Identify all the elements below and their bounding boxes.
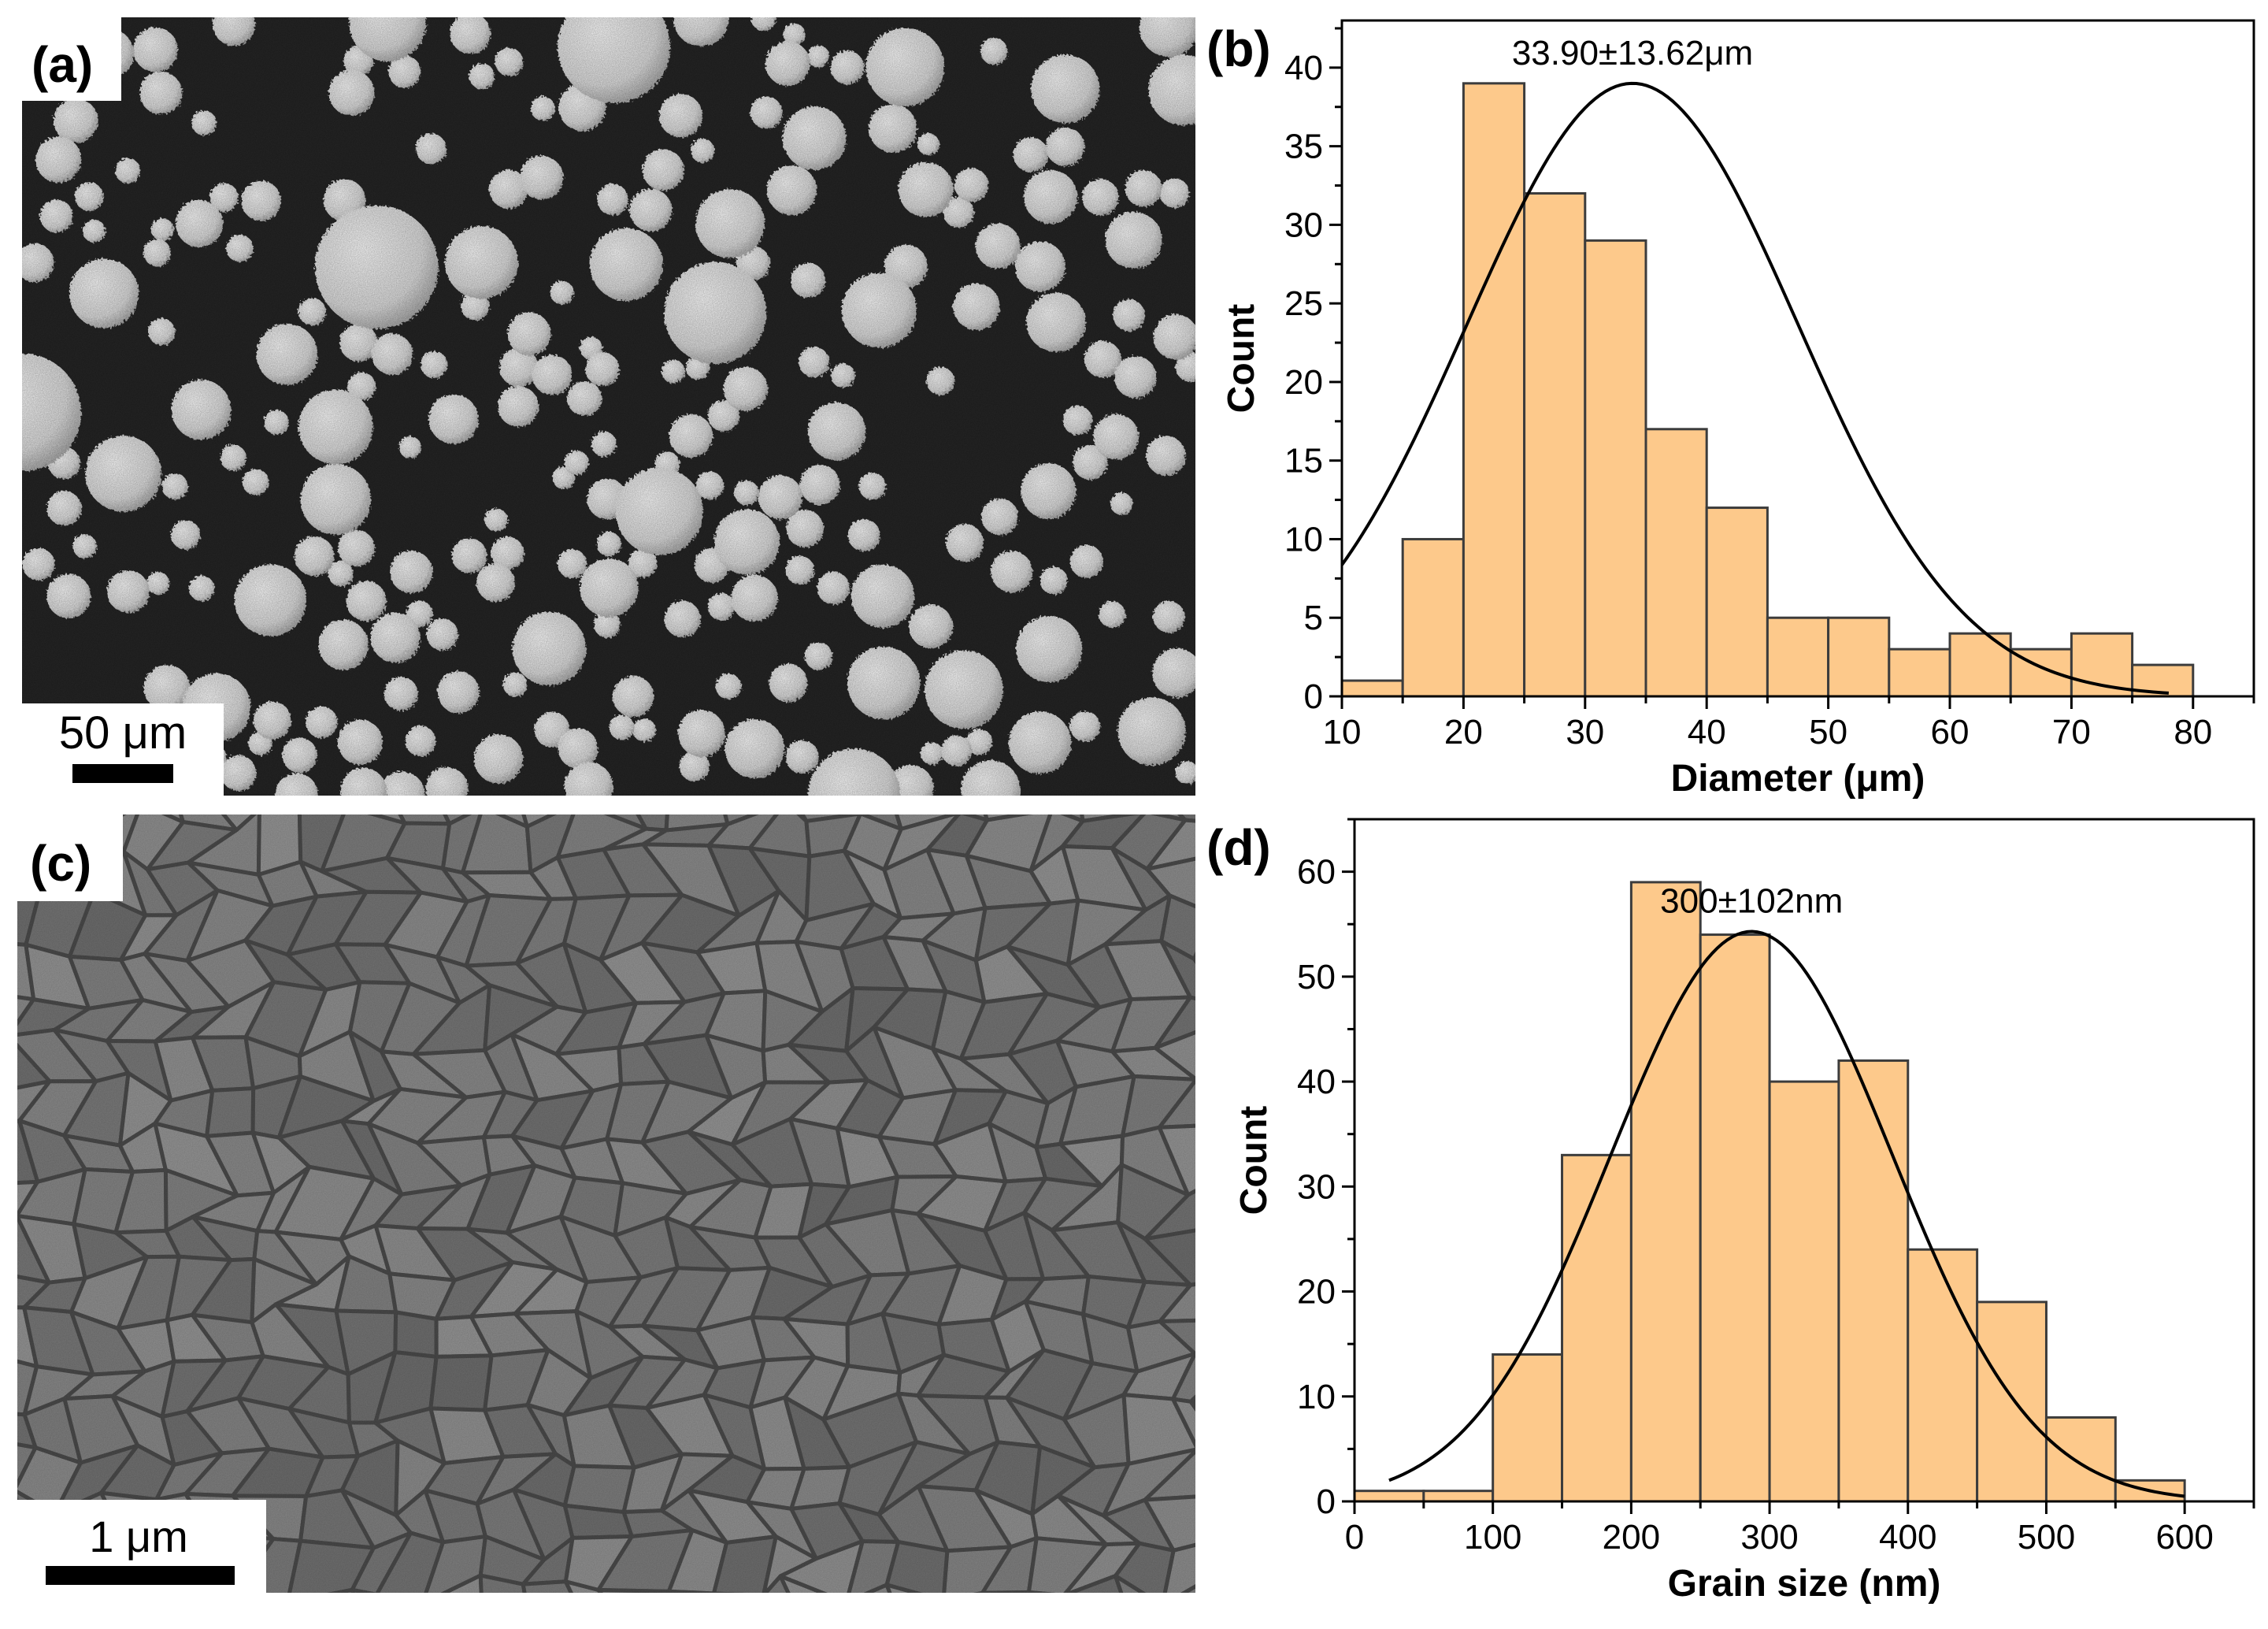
sem-image-c [17,814,1195,1593]
panel-b-label: (b) [1206,20,1271,77]
x-tick-label: 100 [1464,1518,1521,1557]
histogram-bar [1523,191,1587,698]
sem-image-a [22,17,1195,796]
x-tick-label: 400 [1879,1518,1936,1557]
x-tick-label: 80 [2174,713,2212,751]
y-tick-label: 15 [1284,442,1323,481]
histogram-bar [1340,679,1404,698]
histogram-bar [1492,1353,1564,1503]
histogram-bar [2070,632,2134,698]
x-tick-label: 10 [1323,713,1362,751]
histogram-bar [1705,507,1769,698]
y-tick-label: 35 [1284,128,1323,166]
gaussian-fit-curve [1340,81,2170,695]
panel-c-label: (c) [30,835,91,892]
grain [596,1588,673,1593]
x-axis-title: Diameter (μm) [1671,758,1925,800]
grain [712,1591,746,1593]
x-tick-label: 50 [1809,713,1847,751]
fit-annotation: 300±102nm [1660,882,1843,921]
panel-c-label-bg [17,814,123,901]
grain [350,1587,378,1593]
y-tick-label: 5 [1304,599,1323,637]
histogram-bar [1976,1301,2048,1503]
histogram-bar [1827,616,1891,698]
histogram-bar [1699,933,1771,1503]
histogram-bar [1422,1490,1495,1503]
fit-annotation: 33.90±13.62μm [1512,34,1753,72]
x-axis-title: Grain size (nm) [1668,1563,1941,1605]
histogram-bar [1837,1059,1910,1503]
y-tick-label: 30 [1297,1167,1336,1206]
panel-a-label-bg [22,17,121,101]
grain [980,1590,1032,1593]
y-tick-label: 25 [1284,284,1323,323]
histogram-bar [1401,537,1465,698]
chart-d: 0 100 200 300 400 500 600 0 10 20 30 40 50 60 Grain si… [1233,818,2255,1605]
x-tick-label: 30 [1566,713,1604,751]
x-tick-label: 500 [2018,1518,2075,1557]
histogram-bar [1462,82,1526,698]
grain [1026,1590,1056,1593]
scale-bar-a-label: 50 μm [59,707,187,759]
chart-b: 10 20 30 40 50 60 70 80 0 5 10 15 20 25 30 35 40 Diameter… [1221,19,2255,800]
y-tick-label: 10 [1297,1378,1336,1416]
y-tick-label: 0 [1304,677,1323,716]
grain [376,1592,378,1593]
histogram-bar [1907,1248,1979,1503]
sem-c-texture [17,814,1195,1593]
panel-a: (a) 50 μm [22,17,1195,796]
scale-bar-c [46,1566,235,1585]
scale-bar-c-label: 1 μm [89,1512,188,1561]
plot-frame [1353,818,2255,1503]
x-tick-label: 200 [1603,1518,1660,1557]
panel-c: (c) 1 μm [17,814,1195,1593]
sem-a-texture [22,17,1195,796]
x-tick-label: 60 [1931,713,1970,751]
panel-d-label: (d) [1206,819,1271,876]
x-tick-label: 40 [1688,713,1726,751]
plot-frame [1340,19,2255,698]
histogram-bar [1888,648,1951,698]
histogram-bar [1768,1080,1840,1503]
x-tick-label: 0 [1345,1518,1364,1557]
panel-b: (b) 10 20 30 40 50 60 70 80 0 5 10 15 20 25 30 35 40 Diam… [1206,19,2255,800]
scale-bar-a [72,764,173,783]
y-tick-label: 60 [1297,853,1336,892]
y-axis-title: Count [1233,1106,1275,1215]
y-tick-label: 10 [1284,520,1323,558]
y-axis-title: Count [1221,304,1262,414]
gaussian-fit-curve [1388,930,2185,1498]
y-tick-label: 30 [1284,206,1323,244]
y-tick-label: 20 [1297,1273,1336,1312]
histogram-bar [1561,1153,1632,1503]
x-tick-label: 300 [1740,1518,1798,1557]
histogram-bar [2044,1416,2117,1503]
panel-a-label: (a) [32,36,93,93]
y-tick-label: 20 [1284,363,1323,402]
y-tick-label: 0 [1317,1482,1336,1521]
histogram-bar [1629,881,1702,1503]
y-tick-label: 40 [1297,1063,1336,1101]
y-tick-label: 50 [1297,958,1336,996]
histogram-bar [1644,428,1708,698]
y-tick-label: 40 [1284,49,1323,87]
grain [666,1589,716,1593]
histogram-bar [1584,239,1647,698]
grain [327,1587,356,1593]
histogram-bar [1948,632,2012,698]
histogram-bar [1353,1490,1425,1503]
histogram-bar [1766,616,1830,698]
x-tick-label: 20 [1444,713,1483,751]
x-tick-label: 70 [2052,713,2091,751]
grain [973,1590,984,1593]
x-tick-label: 600 [2155,1518,2213,1557]
panel-d: (d) 0 100 200 300 400 500 600 0 10 20 30 40 50 60 Grai… [1206,818,2255,1605]
